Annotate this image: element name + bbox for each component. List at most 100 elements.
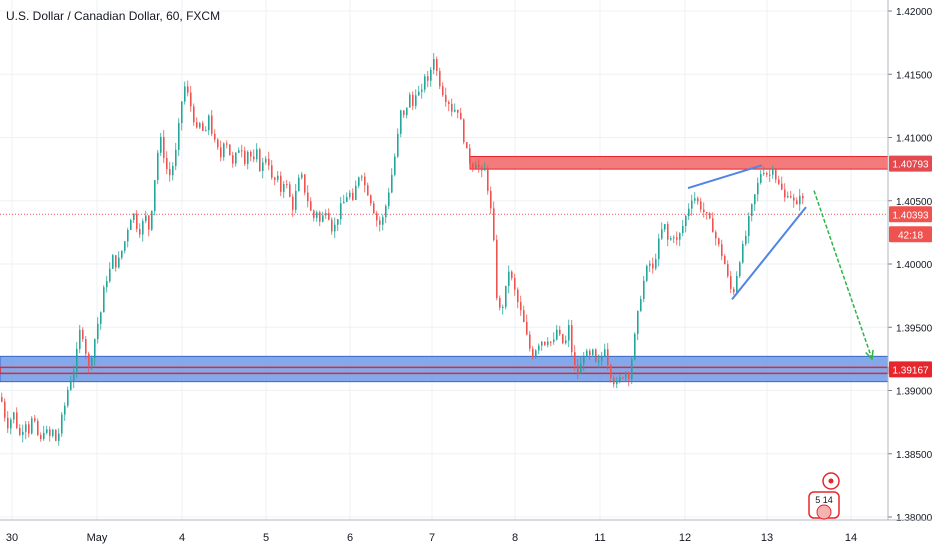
candle-body bbox=[289, 184, 291, 197]
price-tick-label: 1.38500 bbox=[896, 450, 932, 461]
candle-body bbox=[619, 377, 621, 382]
target-arrow-line[interactable] bbox=[813, 190, 873, 360]
candle-body bbox=[442, 86, 444, 96]
candle-body bbox=[409, 94, 411, 108]
candle-body bbox=[562, 334, 564, 344]
candle-body bbox=[235, 152, 237, 164]
wedge-upper-line[interactable] bbox=[687, 164, 763, 190]
candle-body bbox=[481, 167, 483, 171]
candle-body bbox=[697, 198, 699, 202]
candle-body bbox=[10, 419, 12, 429]
candle-body bbox=[742, 244, 744, 263]
candle-body bbox=[769, 174, 771, 176]
target-arrow-head[interactable] bbox=[865, 349, 874, 361]
price-tick-label: 1.38000 bbox=[896, 513, 932, 524]
candle-body bbox=[163, 136, 165, 159]
candle-body bbox=[439, 71, 441, 87]
candle-body bbox=[133, 213, 135, 220]
candle-body bbox=[61, 414, 63, 434]
candle-body bbox=[283, 183, 285, 192]
candle-body bbox=[412, 94, 414, 106]
candle-body bbox=[544, 341, 546, 345]
candle-body bbox=[772, 169, 774, 175]
candle-body bbox=[691, 200, 693, 209]
candle-body bbox=[268, 158, 270, 166]
countdown-badge-label: 42:18 bbox=[898, 230, 923, 241]
candle-body bbox=[538, 345, 540, 351]
candle-body bbox=[127, 229, 129, 242]
candle-body bbox=[670, 238, 672, 240]
time-axis[interactable]: 30 May 4 5 6 7 8 11 12 13 14 bbox=[0, 519, 932, 544]
candle-body bbox=[727, 264, 729, 277]
current-price-badge-label: 1.40393 bbox=[892, 210, 929, 221]
candle-body bbox=[454, 109, 456, 112]
candle-body bbox=[22, 431, 24, 435]
candle-body bbox=[595, 349, 597, 362]
candle-body bbox=[550, 341, 552, 343]
candle-body bbox=[376, 213, 378, 221]
candle-body bbox=[208, 115, 210, 131]
candle-body bbox=[604, 349, 606, 356]
zones-layer bbox=[0, 155, 889, 383]
candle-body bbox=[205, 130, 207, 132]
resistance-zone[interactable] bbox=[469, 155, 889, 170]
time-label: 12 bbox=[679, 532, 691, 544]
candle-body bbox=[253, 156, 255, 160]
candle-body bbox=[343, 201, 345, 204]
candle-body bbox=[55, 429, 57, 441]
candle-body bbox=[100, 312, 102, 324]
candle-body bbox=[40, 435, 42, 440]
candle-body bbox=[31, 418, 33, 434]
candle-body bbox=[211, 115, 213, 134]
price-axis[interactable]: 1.42000 1.41500 1.41000 1.40500 1.40000 1.395… bbox=[887, 0, 932, 524]
candle-body bbox=[784, 189, 786, 198]
candle-body bbox=[1, 396, 3, 402]
candle-body bbox=[424, 76, 426, 90]
candle-body bbox=[541, 341, 543, 346]
candle-body bbox=[664, 224, 666, 230]
candle-body bbox=[607, 349, 609, 366]
candle-body bbox=[796, 200, 798, 205]
candle-body bbox=[763, 173, 765, 175]
candle-body bbox=[34, 418, 36, 421]
events-layer[interactable]: 5 14 bbox=[808, 472, 840, 520]
candle-body bbox=[136, 213, 138, 230]
support-zone[interactable] bbox=[0, 355, 889, 383]
candle-body bbox=[97, 323, 99, 340]
drawings-layer[interactable] bbox=[687, 164, 874, 361]
candle-body bbox=[682, 226, 684, 234]
candle-body bbox=[106, 281, 108, 288]
support-price-badge[interactable] bbox=[889, 361, 932, 378]
time-label: 14 bbox=[845, 532, 857, 544]
current-price-badge[interactable] bbox=[889, 206, 932, 223]
candle-body bbox=[532, 348, 534, 358]
candle-body bbox=[520, 302, 522, 311]
candle-body bbox=[760, 174, 762, 183]
candle-body bbox=[445, 95, 447, 103]
wedge-lower-line[interactable] bbox=[731, 206, 807, 301]
candle-body bbox=[115, 255, 117, 268]
candle-body bbox=[628, 373, 630, 380]
candle-body bbox=[592, 349, 594, 356]
candle-body bbox=[151, 210, 153, 230]
candle-body bbox=[277, 175, 279, 180]
candle-body bbox=[145, 215, 147, 222]
candle-body bbox=[52, 429, 54, 436]
candle-body bbox=[508, 271, 510, 286]
candle-body bbox=[274, 177, 276, 180]
candle-body bbox=[559, 329, 561, 335]
candle-body bbox=[307, 192, 309, 202]
candle-body bbox=[475, 164, 477, 169]
countdown-badge[interactable] bbox=[889, 226, 932, 243]
candle-body bbox=[547, 341, 549, 345]
candle-body bbox=[418, 91, 420, 96]
candle-body bbox=[451, 103, 453, 112]
resistance-price-badge[interactable] bbox=[889, 155, 932, 172]
candle-body bbox=[640, 298, 642, 312]
candle-body bbox=[319, 212, 321, 222]
candle-body bbox=[13, 412, 15, 420]
candle-body bbox=[130, 219, 132, 230]
candle-body bbox=[295, 190, 297, 210]
candle-body bbox=[568, 325, 570, 341]
